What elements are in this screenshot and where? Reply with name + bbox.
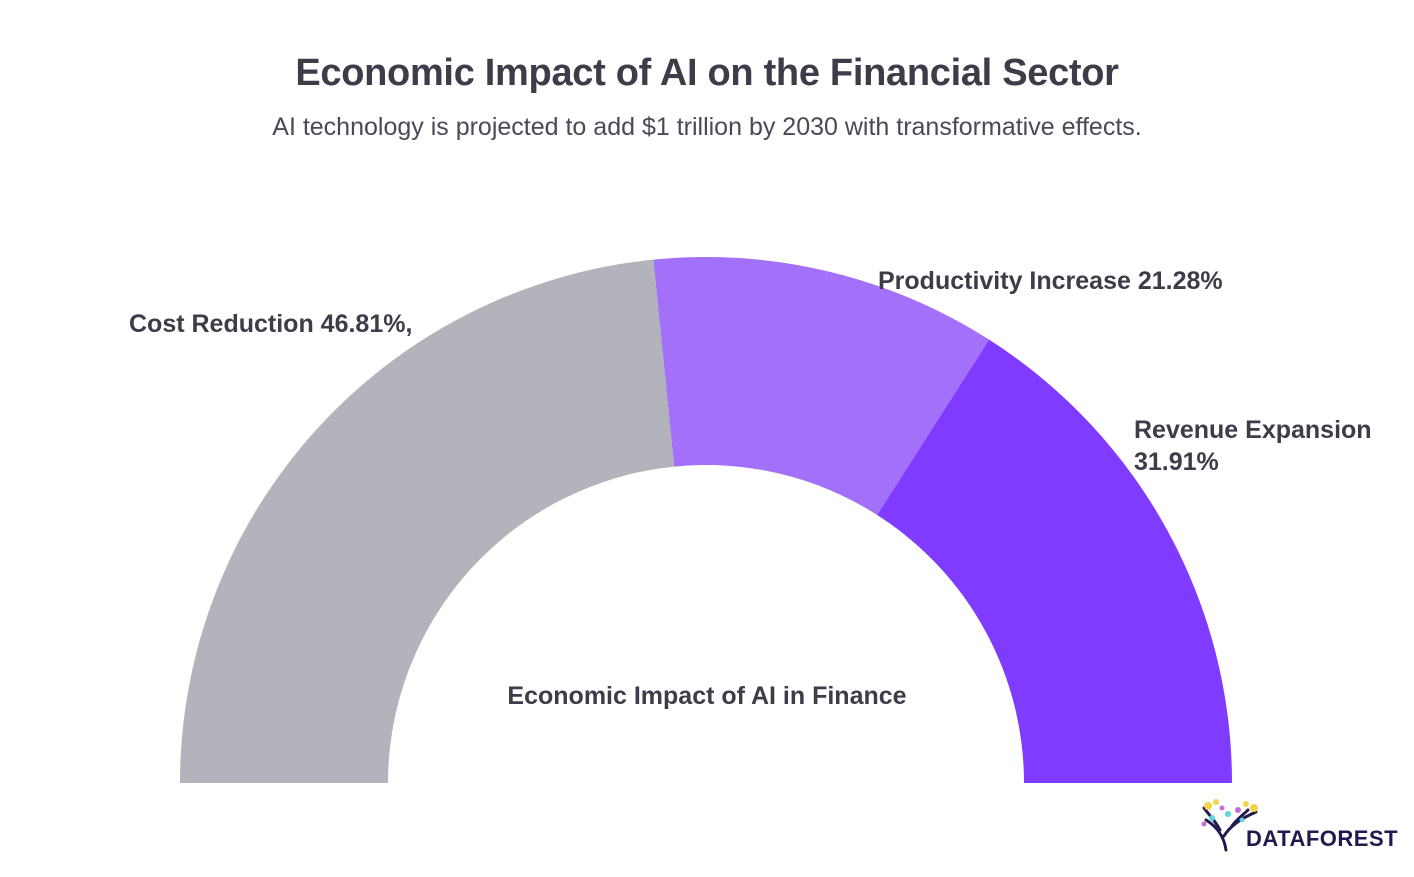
chart-title: Economic Impact of AI on the Financial S… xyxy=(295,52,1119,94)
tree-icon xyxy=(1201,799,1258,852)
slice-revenue-expansion xyxy=(877,339,1232,783)
slice-label-productivity-increase: Productivity Increase 21.28% xyxy=(878,267,1223,295)
slice-label-revenue-expansion-name: Revenue Expansion xyxy=(1134,416,1372,444)
dataforest-logo: DATAFOREST xyxy=(1198,796,1398,856)
slice-productivity-increase xyxy=(653,257,990,515)
chart-subtitle: AI technology is projected to add $1 tri… xyxy=(272,113,1142,141)
logo-text: DATAFOREST xyxy=(1246,826,1399,851)
slice-label-revenue-expansion-value: 31.91% xyxy=(1134,448,1219,476)
slice-label-revenue-expansion: Revenue Expansion 31.91% xyxy=(1134,414,1372,478)
slice-label-cost-reduction: Cost Reduction 46.81%, xyxy=(129,310,413,338)
slice-cost-reduction xyxy=(180,259,675,783)
center-label: Economic Impact of AI in Finance xyxy=(507,682,907,710)
